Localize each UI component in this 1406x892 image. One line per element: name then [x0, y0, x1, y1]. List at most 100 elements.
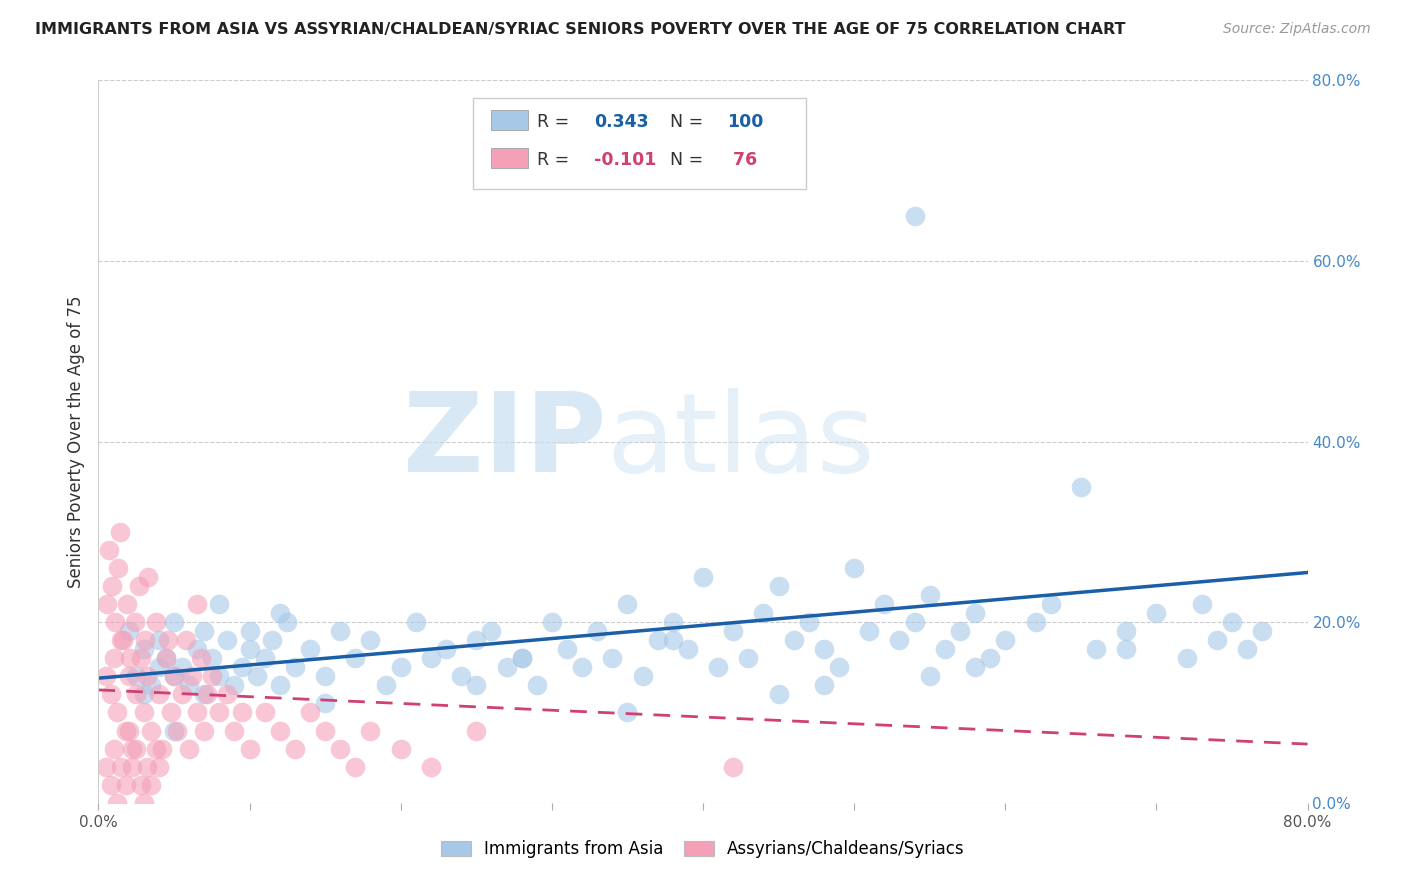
Point	[269, 723, 291, 738]
Point	[1220, 615, 1243, 630]
Point	[105, 706, 128, 720]
Point	[768, 579, 790, 593]
Point	[179, 741, 201, 756]
Point	[450, 669, 472, 683]
Point	[141, 723, 163, 738]
Point	[128, 579, 150, 593]
Point	[208, 706, 231, 720]
Point	[631, 669, 654, 683]
Point	[96, 597, 118, 611]
Point	[208, 669, 231, 683]
Point	[94, 760, 117, 774]
Point	[661, 633, 683, 648]
Text: Source: ZipAtlas.com: Source: ZipAtlas.com	[1223, 22, 1371, 37]
Point	[145, 741, 167, 756]
Point	[934, 642, 956, 657]
Point	[889, 633, 911, 648]
Point	[193, 624, 215, 639]
Point	[647, 633, 669, 648]
Point	[124, 615, 146, 630]
Point	[239, 624, 262, 639]
Point	[132, 642, 155, 657]
Point	[329, 624, 352, 639]
Point	[571, 660, 593, 674]
Point	[174, 633, 197, 648]
Point	[510, 651, 533, 665]
Point	[110, 760, 132, 774]
Point	[141, 778, 163, 792]
Point	[1070, 480, 1092, 494]
Point	[510, 651, 533, 665]
Point	[586, 624, 609, 639]
Point	[148, 633, 170, 648]
Point	[190, 651, 212, 665]
Point	[1236, 642, 1258, 657]
Point	[125, 669, 148, 683]
Point	[797, 615, 820, 630]
Point	[858, 624, 880, 639]
Point	[314, 697, 336, 711]
Point	[1175, 651, 1198, 665]
Point	[949, 624, 972, 639]
Point	[269, 606, 291, 620]
Point	[1039, 597, 1062, 611]
Point	[661, 615, 683, 630]
Point	[405, 615, 427, 630]
Point	[299, 642, 322, 657]
Point	[163, 669, 186, 683]
Point	[98, 542, 121, 557]
Text: 76: 76	[727, 151, 758, 169]
Point	[1206, 633, 1229, 648]
Point	[965, 606, 987, 620]
Point	[148, 687, 170, 701]
Point	[181, 669, 204, 683]
Point	[118, 723, 141, 738]
Point	[145, 615, 167, 630]
Point	[389, 741, 412, 756]
Point	[465, 723, 488, 738]
Point	[170, 687, 193, 701]
Point	[723, 760, 745, 774]
Point	[114, 778, 136, 792]
Point	[676, 642, 699, 657]
Point	[125, 687, 148, 701]
Point	[125, 741, 148, 756]
Point	[118, 669, 141, 683]
Point	[231, 706, 253, 720]
Point	[129, 651, 152, 665]
Point	[723, 624, 745, 639]
Point	[1191, 597, 1213, 611]
Point	[768, 687, 790, 701]
Point	[156, 633, 179, 648]
Point	[994, 633, 1017, 648]
Point	[526, 678, 548, 692]
Point	[918, 588, 941, 602]
Point	[752, 606, 775, 620]
Text: 100: 100	[727, 112, 763, 130]
Point	[692, 570, 714, 584]
Point	[979, 651, 1001, 665]
Point	[118, 624, 141, 639]
Point	[1115, 642, 1137, 657]
Point	[374, 678, 396, 692]
Point	[1024, 615, 1046, 630]
Point	[208, 597, 231, 611]
Point	[107, 561, 129, 575]
Point	[344, 760, 367, 774]
Text: atlas: atlas	[606, 388, 875, 495]
Point	[121, 760, 143, 774]
Point	[104, 615, 127, 630]
Point	[215, 633, 238, 648]
Text: -0.101: -0.101	[595, 151, 657, 169]
Point	[160, 706, 183, 720]
Point	[121, 741, 143, 756]
Point	[105, 796, 128, 810]
Point	[284, 741, 307, 756]
Point	[103, 741, 125, 756]
Point	[783, 633, 806, 648]
Point	[148, 760, 170, 774]
Point	[129, 778, 152, 792]
Point	[314, 723, 336, 738]
Point	[420, 760, 443, 774]
Point	[813, 642, 835, 657]
